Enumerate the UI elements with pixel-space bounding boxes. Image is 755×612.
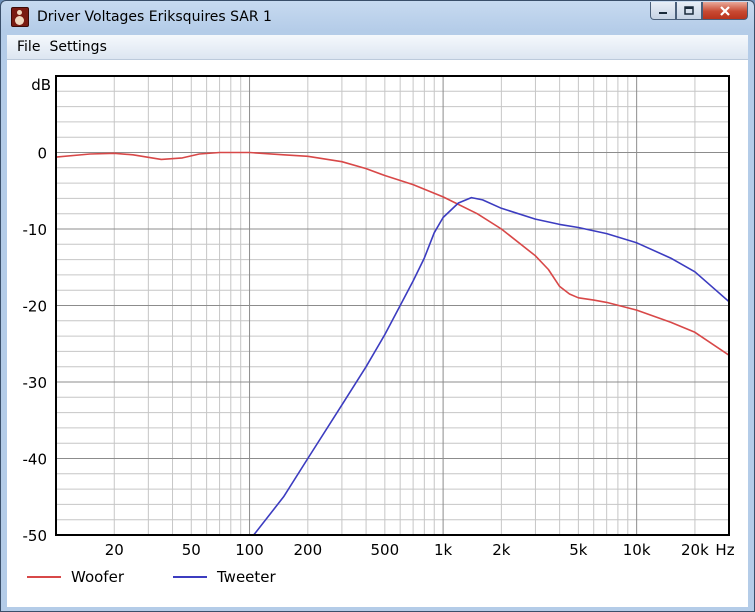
x-tick-label: 20k <box>681 541 709 559</box>
close-icon <box>720 5 730 16</box>
maximize-button[interactable] <box>676 2 702 20</box>
legend-swatch-woofer <box>27 576 61 578</box>
y-tick-label: -20 <box>23 298 48 316</box>
frequency-response-chart: 0 -10 -20 -30 -40 -50 20 50 100 200 500 1k 2k 5k 10k 20… <box>23 75 735 559</box>
legend-label-woofer: Woofer <box>71 568 124 586</box>
y-tick-label: -50 <box>23 527 48 545</box>
series-line-woofer <box>56 151 729 356</box>
series-line-tweeter <box>253 196 729 535</box>
x-tick-label: 1k <box>434 541 453 559</box>
window-title: Driver Voltages Eriksquires SAR 1 <box>37 9 272 25</box>
x-tick-label: 500 <box>371 541 400 559</box>
x-tick-label: 100 <box>235 541 264 559</box>
x-tick-label: 10k <box>623 541 651 559</box>
minimize-icon <box>659 11 667 14</box>
legend-woofer: Woofer <box>27 568 124 586</box>
plot-frame <box>55 75 730 536</box>
x-tick-label: 20 <box>105 541 124 559</box>
y-tick-label: -10 <box>23 221 48 239</box>
speaker-icon[interactable] <box>11 7 29 27</box>
x-tick-label: 5k <box>569 541 588 559</box>
legend-tweeter: Tweeter <box>173 568 276 586</box>
x-tick-label: 200 <box>293 541 322 559</box>
menu-file[interactable]: File <box>17 39 41 55</box>
title-bar[interactable]: Driver Voltages Eriksquires SAR 1 <box>1 1 754 34</box>
close-button[interactable] <box>702 2 748 20</box>
menu-bar: File Settings <box>7 35 748 60</box>
y-tick-label: -30 <box>23 374 48 392</box>
maximize-icon <box>684 6 694 15</box>
legend-swatch-tweeter <box>173 576 207 578</box>
x-axis-label: Hz <box>715 541 734 559</box>
menu-settings[interactable]: Settings <box>49 39 107 55</box>
y-tick-label: -40 <box>23 451 48 469</box>
chart-area: 0 -10 -20 -30 -40 -50 20 50 100 200 500 1k 2k 5k 10k 20… <box>7 60 748 607</box>
x-tick-label: 2k <box>492 541 511 559</box>
y-axis-label: dB <box>31 76 51 94</box>
minimize-button[interactable] <box>650 2 676 20</box>
x-tick-label: 50 <box>182 541 201 559</box>
y-tick-label: 0 <box>37 145 47 163</box>
legend-label-tweeter: Tweeter <box>217 568 276 586</box>
